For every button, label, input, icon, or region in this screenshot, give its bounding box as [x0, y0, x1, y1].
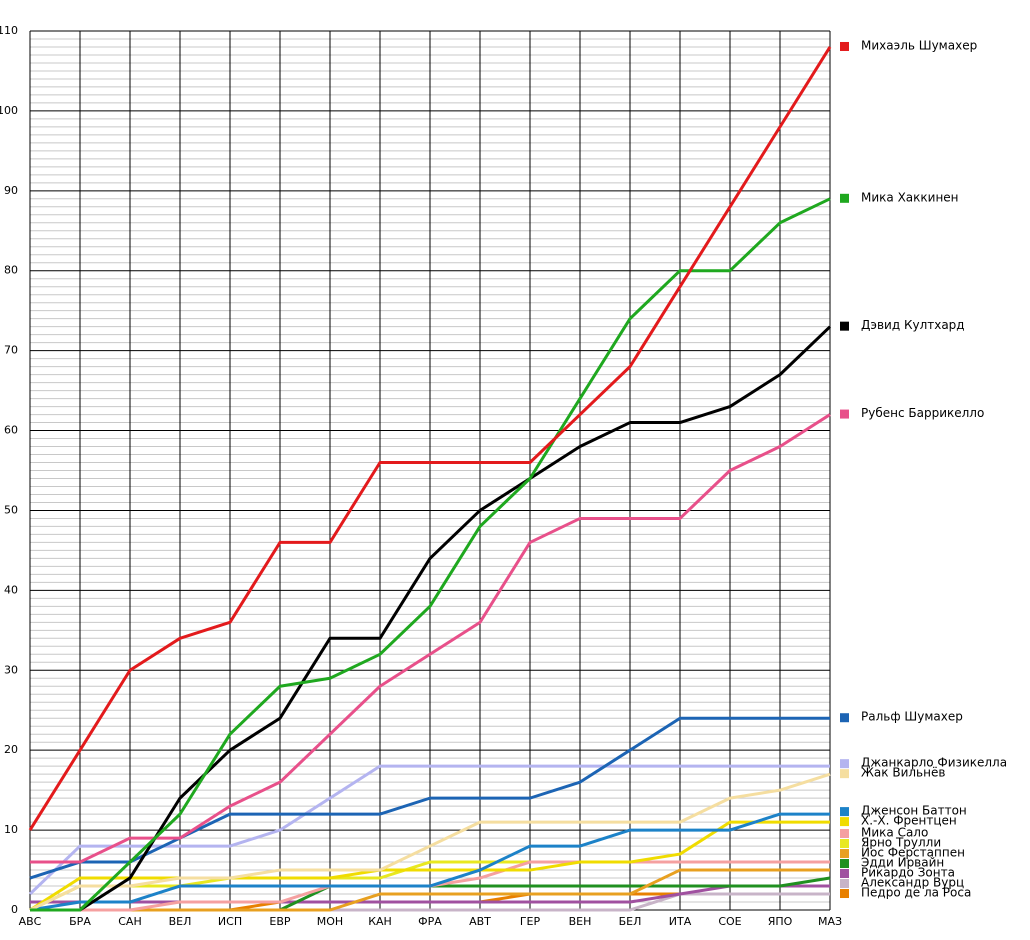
x-tick-label: СОЕ: [718, 915, 741, 928]
legend-label: Йос Ферстаппен: [861, 845, 965, 860]
series-line: [30, 884, 830, 904]
y-tick-label: 20: [4, 743, 18, 756]
legend-swatch: [840, 321, 849, 331]
y-tick-label: 110: [0, 24, 18, 37]
legend-label: Дэвид Култхард: [861, 318, 965, 332]
y-tick-label: 10: [4, 823, 18, 836]
x-tick-label: ВЕЛ: [169, 915, 192, 928]
x-tick-label: МОН: [317, 915, 343, 928]
x-tick-label: ЕВР: [269, 915, 290, 928]
series-line: [30, 197, 831, 912]
legend-label: Ярно Трулли: [861, 836, 941, 850]
series-line: [29, 772, 831, 912]
series-line: [29, 820, 830, 912]
y-tick-label: 60: [4, 424, 18, 437]
series-line: [29, 716, 830, 880]
legend-swatch: [840, 869, 849, 879]
legend-label: Александр Вурц: [861, 876, 964, 890]
y-tick-label: 30: [4, 663, 18, 676]
x-tick-label: ЯПО: [768, 915, 793, 928]
legend-swatch: [840, 839, 849, 849]
legend-label: Жак Вильнёв: [861, 766, 945, 780]
legend-label: Дженсон Баттон: [861, 804, 967, 818]
legend-label: Мика Хаккинен: [861, 190, 959, 204]
y-tick-label: 70: [4, 344, 18, 357]
legend-label: Рикардо Зонта: [861, 866, 955, 880]
legend-swatch: [840, 817, 849, 827]
legend-label: Педро де ла Роса: [861, 886, 971, 900]
y-tick-label: 90: [4, 184, 18, 197]
legend-label: Джанкарло Физикелла: [861, 756, 1007, 770]
y-tick-label: 80: [4, 264, 18, 277]
series-line: [29, 812, 830, 912]
y-tick-label: 50: [4, 503, 18, 516]
y-tick-label: 0: [11, 903, 18, 916]
x-tick-label: АВТ: [469, 915, 491, 928]
x-tick-label: САН: [118, 915, 141, 928]
x-tick-label: ИТА: [669, 915, 692, 928]
legend-label: Эдди Ирвайн: [861, 856, 944, 870]
x-tick-label: ФРА: [418, 915, 442, 928]
legend-swatch: [840, 41, 849, 51]
x-tick-label: МАЗ: [818, 915, 842, 928]
x-tick-label: ГЕР: [520, 915, 541, 928]
series-line: [28, 46, 832, 831]
y-tick-label: 40: [4, 583, 18, 596]
series-line: [30, 868, 830, 912]
x-tick-label: АВС: [19, 915, 42, 928]
legend-label: Рубенс Баррикелло: [861, 406, 984, 420]
x-tick-label: КАН: [368, 915, 392, 928]
legend-swatch: [840, 807, 849, 817]
x-tick-label: БРА: [69, 915, 91, 928]
legend-swatch: [840, 829, 849, 839]
x-tick-label: ВЕН: [569, 915, 592, 928]
x-tick-label: БЕЛ: [619, 915, 642, 928]
legend-swatch: [840, 769, 849, 779]
legend-swatch: [840, 193, 849, 203]
legend-label: Ральф Шумахер: [861, 710, 963, 724]
legend-swatch: [840, 759, 849, 769]
y-tick-label: 100: [0, 104, 18, 117]
legend-label: Мика Сало: [861, 826, 928, 840]
legend-label: Х.-Х. Френтцен: [861, 814, 957, 828]
series-line: [30, 325, 832, 912]
legend-swatch: [840, 409, 849, 419]
legend-swatch: [840, 849, 849, 859]
x-tick-label: ИСП: [218, 915, 242, 928]
legend-swatch: [840, 713, 849, 723]
series-line: [30, 413, 831, 864]
legend-swatch: [840, 879, 849, 889]
legend-label: Михаэль Шумахер: [861, 38, 977, 52]
legend-swatch: [840, 859, 849, 869]
legend-swatch: [840, 889, 849, 899]
